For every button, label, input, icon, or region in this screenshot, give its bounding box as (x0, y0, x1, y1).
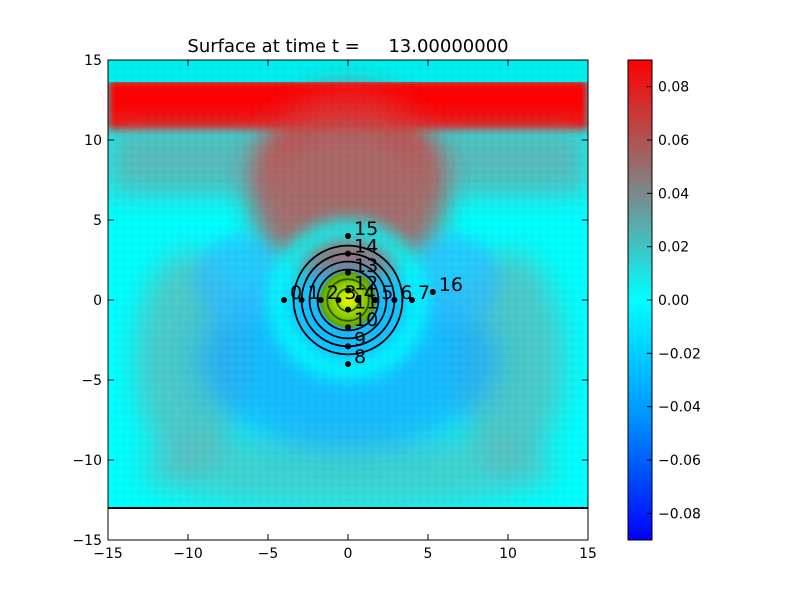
y-tick-label: −10 (72, 453, 102, 469)
gauge-label: 16 (439, 274, 463, 296)
gauge-label: 12 (354, 272, 378, 294)
gauge-point (409, 297, 415, 303)
chart-title: Surface at time t = 13.00000000 (187, 36, 508, 57)
center-bump (320, 272, 376, 328)
gauge-point (345, 269, 351, 276)
empty-region (109, 508, 588, 539)
x-tick-label: 5 (424, 546, 433, 562)
contour-line (326, 278, 370, 322)
y-tick-label: −5 (81, 373, 102, 389)
y-tick-label: 15 (84, 53, 102, 69)
x-tick-label: −15 (93, 546, 123, 562)
heatmap-surface (108, 60, 588, 508)
colorbar-tick-label: 0.04 (658, 186, 689, 202)
colorbar-tick-label: −0.02 (658, 346, 701, 362)
gauge-point (317, 297, 324, 303)
gauge-point (345, 287, 351, 294)
gauge-point (335, 297, 342, 303)
colorbar-tick-label: 0.02 (658, 240, 689, 256)
gauge-point (345, 343, 351, 350)
gauge-point (354, 297, 361, 303)
x-tick-label: −5 (258, 546, 279, 562)
gauge-label: 9 (354, 328, 366, 350)
gauge-label: 8 (354, 346, 366, 368)
gauge-point (345, 306, 351, 313)
gauge-label: 7 (418, 282, 430, 304)
gauge-point (429, 289, 436, 295)
contour-line (292, 244, 404, 356)
y-tick-label: 0 (93, 293, 102, 309)
gauge-point (298, 297, 305, 303)
gauge-label: 1 (308, 282, 320, 304)
colorbar-tick-label: 0.08 (658, 80, 689, 96)
colorbar-tick-label: 0.00 (658, 293, 689, 309)
gauge-point (281, 297, 287, 303)
y-tick-label: 10 (84, 133, 102, 149)
colorbar-tick-label: −0.08 (658, 506, 701, 522)
x-tick-label: 10 (499, 546, 517, 562)
gauge-label: 15 (354, 218, 378, 240)
gauge-point (345, 250, 351, 257)
y-tick-label: 5 (93, 213, 102, 229)
x-tick-label: 0 (344, 546, 353, 562)
gauge-label: 5 (381, 282, 393, 304)
x-tick-label: 15 (579, 546, 597, 562)
gauge-point (345, 233, 351, 239)
gauge-label: 11 (354, 292, 378, 314)
gauge-point (372, 297, 379, 303)
x-tick-label: −10 (173, 546, 203, 562)
gauge-point (345, 324, 351, 331)
y-tick-label: −15 (72, 533, 102, 549)
colorbar-tick-label: −0.06 (658, 453, 701, 469)
contour-line (308, 260, 388, 340)
gauge-point (391, 297, 398, 303)
colorbar-tick-label: −0.04 (658, 400, 701, 416)
colorbar-tick-label: 0.06 (658, 133, 689, 149)
gauge-label: 14 (354, 236, 378, 258)
contour-line (316, 268, 380, 332)
gauge-label: 10 (354, 309, 378, 331)
gauge-label: 13 (354, 255, 378, 277)
gauge-point (345, 361, 351, 367)
